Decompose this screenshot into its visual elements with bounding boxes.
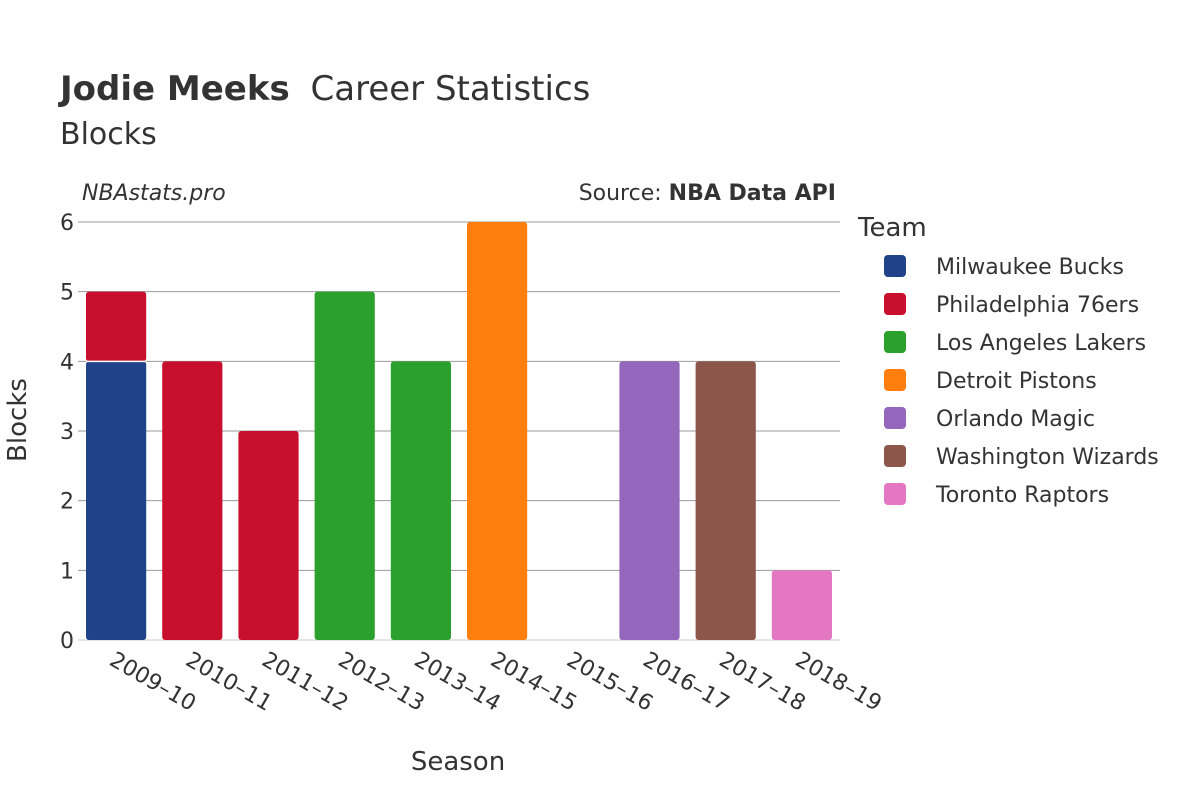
y-tick-label: 5 (60, 281, 74, 306)
y-tick-label: 3 (60, 420, 74, 445)
source-label: Source: NBA Data API (579, 181, 836, 206)
legend-label: Detroit Pistons (936, 369, 1097, 394)
legend-swatch (884, 293, 906, 315)
bar-segment (314, 291, 375, 640)
bar-segment (467, 222, 528, 640)
source-name: NBA Data API (669, 181, 836, 206)
x-tick-label: 2015–16 (562, 648, 657, 717)
title-rest: Career Statistics (311, 69, 591, 109)
x-axis-ticks: 2009–102010–112011–122012–132013–142014–… (105, 648, 886, 717)
bar-segment (162, 361, 223, 640)
x-tick-label: 2014–15 (486, 648, 581, 717)
chart-title: Jodie Meeks Career Statistics (58, 69, 590, 109)
bars (86, 222, 832, 640)
legend-swatch (884, 445, 906, 467)
legend-item[interactable]: Orlando Magic (884, 407, 1095, 432)
chart-subtitle: Blocks (60, 117, 157, 152)
legend-label: Los Angeles Lakers (936, 331, 1146, 356)
bar-segment (695, 361, 756, 640)
legend-swatch (884, 483, 906, 505)
legend-item[interactable]: Detroit Pistons (884, 369, 1097, 394)
legend: Milwaukee Bucks Philadelphia 76ers Los Ang… (884, 255, 1159, 508)
y-axis-title: Blocks (3, 378, 33, 462)
x-tick-label: 2010–11 (181, 648, 276, 717)
y-tick-label: 0 (60, 629, 74, 654)
legend-title: Team (857, 213, 927, 243)
legend-item[interactable]: Philadelphia 76ers (884, 293, 1139, 318)
source-prefix: Source: (579, 181, 669, 206)
x-tick-label: 2018–19 (791, 648, 886, 717)
legend-label: Orlando Magic (936, 407, 1095, 432)
bar-segment (238, 431, 299, 640)
legend-item[interactable]: Toronto Raptors (884, 483, 1109, 508)
y-axis-ticks: 0 1 2 3 4 5 6 (60, 211, 74, 654)
bar-segment (771, 570, 832, 640)
legend-label: Milwaukee Bucks (936, 255, 1124, 280)
x-tick-label: 2009–10 (105, 648, 200, 717)
x-tick-label: 2011–12 (258, 648, 353, 717)
x-tick-label: 2012–13 (334, 648, 429, 717)
legend-item[interactable]: Washington Wizards (884, 445, 1159, 470)
legend-label: Toronto Raptors (935, 483, 1109, 508)
legend-swatch (884, 407, 906, 429)
legend-item[interactable]: Milwaukee Bucks (884, 255, 1124, 280)
legend-label: Philadelphia 76ers (936, 293, 1139, 318)
legend-item[interactable]: Los Angeles Lakers (884, 331, 1146, 356)
bar-segment (390, 361, 451, 640)
bar-segment (619, 361, 680, 640)
x-tick-label: 2016–17 (639, 648, 734, 717)
y-tick-label: 6 (60, 211, 74, 236)
x-tick-label: 2017–18 (715, 648, 810, 717)
legend-label: Washington Wizards (936, 445, 1159, 470)
y-tick-label: 1 (60, 559, 74, 584)
brand-label: NBAstats.pro (82, 181, 226, 206)
bar-segment (86, 361, 147, 640)
legend-swatch (884, 255, 906, 277)
legend-swatch (884, 369, 906, 391)
player-name: Jodie Meeks (58, 69, 290, 109)
y-tick-label: 4 (60, 350, 74, 375)
x-tick-label: 2013–14 (410, 648, 505, 717)
y-tick-label: 2 (60, 490, 74, 515)
x-axis-title: Season (411, 747, 505, 777)
legend-swatch (884, 331, 906, 353)
bar-segment (86, 291, 147, 362)
